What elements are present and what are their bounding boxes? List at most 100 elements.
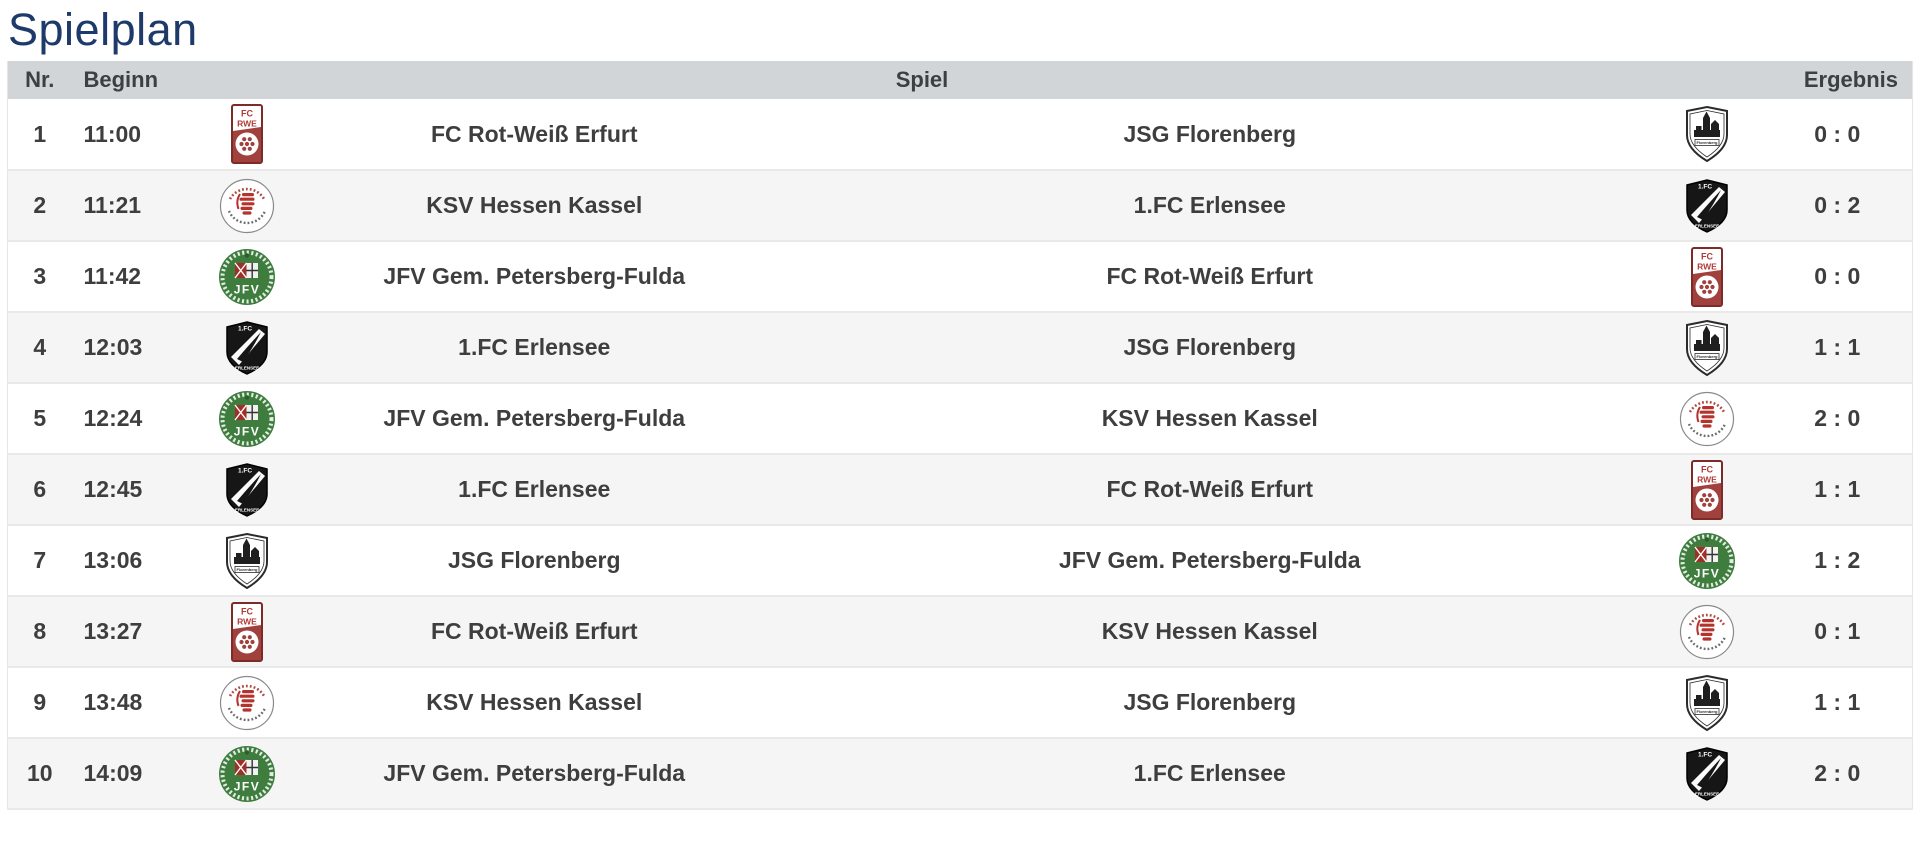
- away-team-name: FC Rot-Weiß Erfurt: [976, 240, 1653, 312]
- home-team-logo-cell: FC RWE: [191, 595, 302, 667]
- schedule-table-header: Nr. Beginn Spiel Ergebnis: [7, 61, 1913, 99]
- fc-erlensee-logo-icon: 1.FC ERLENSEE: [224, 317, 270, 379]
- ksv-hessen-kassel-logo-icon: [1679, 601, 1735, 663]
- away-team-name: 1.FC Erlensee: [976, 737, 1653, 809]
- away-team-name: KSV Hessen Kassel: [976, 382, 1653, 454]
- home-team-logo-cell: Florenberg: [191, 524, 302, 596]
- svg-text:FC: FC: [241, 606, 253, 616]
- svg-text:Florenberg: Florenberg: [236, 567, 257, 572]
- fc-erlensee-logo-icon: 1.FC ERLENSEE: [1684, 743, 1730, 805]
- away-team-logo-cell: JFV: [1652, 524, 1763, 596]
- home-team-name: KSV Hessen Kassel: [301, 169, 977, 241]
- svg-text:JFV: JFV: [233, 282, 260, 296]
- svg-text:ERLENSEE: ERLENSEE: [1695, 791, 1719, 796]
- match-start-time: 11:21: [71, 169, 192, 241]
- match-start-time: 12:24: [71, 382, 192, 454]
- svg-text:1.FC: 1.FC: [1698, 183, 1712, 190]
- home-team-logo-cell: [191, 666, 302, 738]
- home-team-name: JFV Gem. Petersberg-Fulda: [301, 240, 977, 312]
- home-team-name: 1.FC Erlensee: [301, 311, 977, 383]
- match-score: 2 : 0: [1762, 382, 1913, 454]
- home-team-logo-cell: 1.FC ERLENSEE: [191, 453, 302, 525]
- away-team-name: JSG Florenberg: [1123, 120, 1296, 147]
- fc-rot-weiss-erfurt-logo-icon: FC RWE: [1691, 459, 1724, 521]
- svg-text:Florenberg: Florenberg: [1697, 354, 1718, 359]
- ksv-hessen-kassel-logo-icon: [219, 672, 275, 734]
- match-score: 1 : 2: [1762, 524, 1913, 596]
- match-start-time: 11:00: [83, 120, 142, 147]
- match-row: 6 12:45 1.FC ERLENSEE 1.FC Erlensee FC R…: [7, 453, 1913, 525]
- match-score: 1 : 1: [1762, 453, 1913, 525]
- home-team-name: JFV Gem. Petersberg-Fulda: [301, 737, 977, 809]
- svg-text:JFV: JFV: [233, 779, 260, 793]
- fc-rot-weiss-erfurt-logo-icon: FC RWE: [230, 103, 263, 165]
- match-score: 0 : 0: [1762, 240, 1913, 312]
- match-row: 1 11:00 FC RWE FC Rot-Weiß Erfurt JSG Fl…: [8, 99, 1913, 170]
- match-row: 10 14:09 JFV JFV Gem. Petersberg-Fulda 1…: [7, 737, 1913, 809]
- away-team-name: JSG Florenberg: [976, 311, 1653, 383]
- away-team-logo-cell: 1.FC ERLENSEE: [1652, 737, 1763, 809]
- svg-text:Florenberg: Florenberg: [1697, 140, 1718, 145]
- jfv-petersberg-fulda-logo-icon: JFV: [218, 246, 276, 308]
- match-score: 2 : 0: [1762, 737, 1913, 809]
- away-team-logo-cell: Florenberg: [1652, 99, 1762, 170]
- ksv-hessen-kassel-logo-icon: [219, 175, 275, 237]
- jfv-petersberg-fulda-logo-icon: JFV: [1678, 530, 1736, 592]
- away-team-logo-cell: FC RWE: [1652, 453, 1763, 525]
- schedule-table-body: 1 11:00 FC RWE FC Rot-Weiß Erfurt JSG Fl…: [7, 99, 1913, 809]
- match-score: 0 : 1: [1762, 595, 1913, 667]
- match-start-time: 13:06: [71, 524, 192, 596]
- jsg-florenberg-logo-icon: Florenberg: [1684, 672, 1730, 734]
- match-number: 10: [7, 737, 72, 809]
- home-team-logo-cell: JFV: [191, 382, 302, 454]
- svg-text:JFV: JFV: [233, 424, 260, 438]
- svg-text:1.FC: 1.FC: [237, 467, 251, 474]
- away-team-name: JFV Gem. Petersberg-Fulda: [976, 524, 1653, 596]
- svg-text:FC: FC: [1701, 251, 1713, 261]
- match-row: 2 11:21 KSV Hessen Kassel 1.FC Erlensee …: [7, 169, 1913, 241]
- home-team-name: JSG Florenberg: [301, 524, 977, 596]
- away-team-name: 1.FC Erlensee: [976, 169, 1653, 241]
- away-team-logo-cell: 1.FC ERLENSEE: [1652, 169, 1763, 241]
- match-row: 4 12:03 1.FC ERLENSEE 1.FC Erlensee JSG …: [7, 311, 1913, 383]
- home-team-name: JFV Gem. Petersberg-Fulda: [301, 382, 977, 454]
- away-team-logo-cell: Florenberg: [1652, 666, 1763, 738]
- svg-text:ERLENSEE: ERLENSEE: [234, 365, 258, 370]
- match-start-time: 13:48: [71, 666, 192, 738]
- home-team-name: KSV Hessen Kassel: [301, 666, 977, 738]
- svg-text:ERLENSEE: ERLENSEE: [1695, 223, 1719, 228]
- fc-erlensee-logo-icon: 1.FC ERLENSEE: [224, 459, 270, 521]
- schedule-table: Nr. Beginn Spiel Ergebnis 1 11:00 FC RWE…: [7, 61, 1913, 810]
- jfv-petersberg-fulda-logo-icon: JFV: [218, 743, 276, 805]
- header-beginn: Beginn: [71, 61, 192, 99]
- jsg-florenberg-logo-icon: Florenberg: [224, 530, 270, 592]
- page-title: Spielplan: [8, 4, 198, 55]
- away-team-logo-cell: Florenberg: [1652, 311, 1763, 383]
- match-number: 9: [7, 666, 72, 738]
- match-start-time: 12:45: [71, 453, 192, 525]
- match-start-time: 14:09: [71, 737, 192, 809]
- match-start-time: 11:42: [71, 240, 192, 312]
- fc-rot-weiss-erfurt-logo-icon: FC RWE: [1691, 246, 1724, 308]
- away-team-logo-cell: [1652, 595, 1763, 667]
- match-row: 3 11:42 JFV JFV Gem. Petersberg-Fulda FC…: [7, 240, 1913, 312]
- svg-text:FC: FC: [1701, 464, 1713, 474]
- match-number: 6: [7, 453, 72, 525]
- match-number: 5: [7, 382, 72, 454]
- header-spiel: Spiel: [191, 61, 1653, 99]
- jfv-petersberg-fulda-logo-icon: JFV: [218, 388, 276, 450]
- match-number: 1: [33, 120, 47, 147]
- home-team-logo-cell: JFV: [191, 240, 302, 312]
- match-number: 4: [7, 311, 72, 383]
- match-score: 0 : 0: [1814, 120, 1861, 147]
- jsg-florenberg-logo-icon: Florenberg: [1684, 317, 1730, 379]
- home-team-logo-cell: [191, 169, 302, 241]
- away-team-name: KSV Hessen Kassel: [976, 595, 1653, 667]
- header-ergebnis: Ergebnis: [1652, 61, 1913, 99]
- away-team-logo-cell: [1652, 382, 1763, 454]
- home-team-logo-cell: 1.FC ERLENSEE: [191, 311, 302, 383]
- match-number: 2: [7, 169, 72, 241]
- home-team-name: 1.FC Erlensee: [301, 453, 977, 525]
- match-number: 3: [7, 240, 72, 312]
- away-team-name: FC Rot-Weiß Erfurt: [976, 453, 1653, 525]
